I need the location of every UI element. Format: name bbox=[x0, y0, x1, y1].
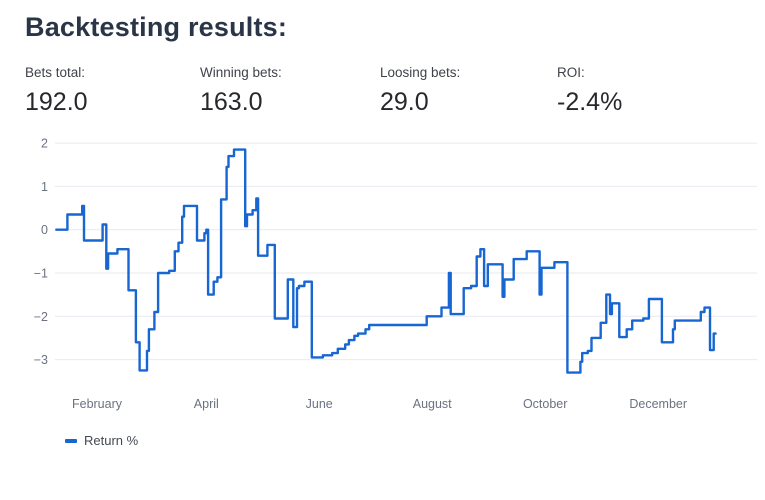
stat-roi: ROI: -2.4% bbox=[557, 65, 765, 117]
page-title: Backtesting results: bbox=[25, 12, 288, 42]
return-chart: 2 1 0 −1 −2 −3 February April June August October D… bbox=[0, 131, 765, 448]
y-axis-tick-label: 1 bbox=[41, 180, 48, 194]
stat-label: Loosing bets: bbox=[380, 65, 461, 80]
x-axis-tick-label: October bbox=[523, 397, 567, 411]
legend-item-return[interactable]: Return % bbox=[65, 433, 765, 448]
legend-swatch bbox=[65, 438, 77, 443]
return-series-line[interactable] bbox=[55, 148, 717, 374]
stat-value: 163.0 bbox=[200, 88, 263, 116]
y-axis-tick-label: −3 bbox=[34, 353, 48, 367]
stat-label: ROI: bbox=[557, 65, 585, 80]
stat-value: 29.0 bbox=[380, 88, 429, 116]
stat-bets-total: Bets total: 192.0 bbox=[25, 65, 200, 117]
x-axis-tick-label: August bbox=[413, 397, 452, 411]
stat-label: Bets total: bbox=[25, 65, 86, 80]
stats-row: Bets total: 192.0 Winning bets: 163.0 Lo… bbox=[0, 65, 765, 117]
x-axis-tick-label: June bbox=[306, 397, 333, 411]
stat-value: 192.0 bbox=[25, 88, 88, 116]
legend-label: Return % bbox=[84, 433, 139, 448]
x-axis-tick-label: December bbox=[629, 397, 687, 411]
stat-label: Winning bets: bbox=[200, 65, 282, 80]
return-chart-svg[interactable]: 2 1 0 −1 −2 −3 February April June August October D… bbox=[0, 131, 765, 423]
x-axis-tick-label: February bbox=[72, 397, 123, 411]
y-axis-tick-label: 0 bbox=[41, 223, 48, 237]
stat-winning-bets: Winning bets: 163.0 bbox=[200, 65, 380, 117]
y-axis-tick-label: −1 bbox=[34, 267, 48, 281]
stat-loosing-bets: Loosing bets: 29.0 bbox=[380, 65, 557, 117]
stat-value: -2.4% bbox=[557, 88, 623, 116]
x-axis-tick-label: April bbox=[194, 397, 219, 411]
y-axis-tick-label: −2 bbox=[34, 310, 48, 324]
y-axis-tick-label: 2 bbox=[41, 137, 48, 151]
